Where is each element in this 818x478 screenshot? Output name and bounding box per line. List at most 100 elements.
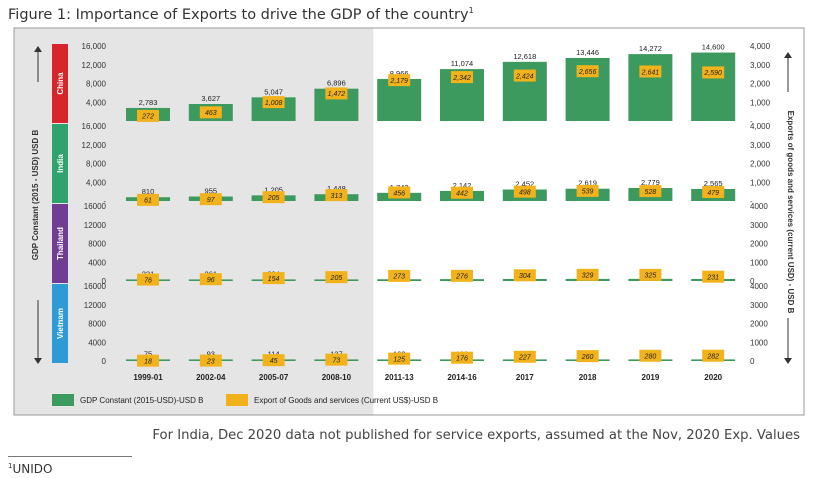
export-marker-vietnam-3 xyxy=(325,353,348,366)
export-label-china-4: 2,179 xyxy=(389,78,408,85)
export-label-china-1: 463 xyxy=(205,110,217,117)
right-tick-vietnam-3: 1000 xyxy=(750,338,768,347)
gdp-label-china-9: 14,600 xyxy=(702,43,725,52)
export-label-vietnam-4: 125 xyxy=(393,356,405,363)
left-tick-thailand-2: 8000 xyxy=(88,240,106,249)
right-tick-india-1: 3,000 xyxy=(750,141,771,150)
left-tick-india-1: 12,000 xyxy=(82,141,107,150)
footnote-text: UNIDO xyxy=(12,462,53,476)
legend-label-export: Export of Goods and services (Current US… xyxy=(254,396,438,405)
export-label-thailand-2: 154 xyxy=(268,276,280,283)
figure-title-superscript: 1 xyxy=(468,6,474,15)
gdp-label-india-8: 2,779 xyxy=(641,178,660,187)
category-label-0: 1999-01 xyxy=(133,373,163,382)
export-label-china-0: 272 xyxy=(141,114,154,121)
export-marker-china-1 xyxy=(199,106,222,119)
gdp-label-china-8: 14,272 xyxy=(639,44,662,53)
gdp-label-india-2: 1,205 xyxy=(264,185,283,194)
gdp-label-china-6: 12,618 xyxy=(513,52,536,61)
gdp-label-vietnam-0: 75 xyxy=(144,349,152,358)
export-label-china-9: 2,590 xyxy=(703,70,722,77)
left-tick-china-3: 4,000 xyxy=(86,98,107,107)
export-label-thailand-5: 276 xyxy=(455,274,468,281)
y-axis-left-arrow-head-bottom xyxy=(34,358,42,364)
gdp-label-india-5: 2,142 xyxy=(453,181,472,190)
export-label-india-3: 313 xyxy=(331,193,343,200)
gdp-label-india-0: 810 xyxy=(142,187,155,196)
right-tick-india-2: 2,000 xyxy=(750,160,771,169)
export-label-china-3: 1,472 xyxy=(328,91,346,98)
export-label-india-6: 498 xyxy=(519,189,531,196)
left-tick-india-4: - xyxy=(103,197,106,206)
export-label-india-9: 479 xyxy=(707,190,719,197)
left-tick-thailand-4: 0 xyxy=(102,277,107,286)
left-tick-india-3: 4,000 xyxy=(86,178,107,187)
export-label-india-4: 456 xyxy=(393,190,405,197)
export-label-vietnam-1: 23 xyxy=(206,358,215,365)
gdp-label-india-7: 2,619 xyxy=(578,179,597,188)
export-label-vietnam-2: 45 xyxy=(270,358,278,365)
left-tick-china-0: 16,000 xyxy=(82,42,107,51)
gdp-label-india-9: 2,565 xyxy=(704,179,723,188)
export-marker-india-3 xyxy=(325,189,348,202)
export-label-thailand-6: 304 xyxy=(519,273,531,280)
export-marker-india-4 xyxy=(388,186,411,199)
gdp-label-india-1: 955 xyxy=(205,187,218,196)
y-axis-left-arrow-head xyxy=(34,46,42,52)
gdp-label-china-0: 2,783 xyxy=(139,98,158,107)
export-marker-vietnam-0 xyxy=(137,354,159,367)
right-tick-thailand-3: 1000 xyxy=(750,258,768,267)
panel-label-vietnam: Vietnam xyxy=(56,308,65,339)
left-tick-india-2: 8,000 xyxy=(86,160,107,169)
right-tick-india-0: 4,000 xyxy=(750,122,771,131)
figure-title-text: Figure 1: Importance of Exports to drive… xyxy=(8,6,469,23)
right-tick-china-4: - xyxy=(750,117,753,126)
legend-swatch-export xyxy=(226,394,248,406)
left-tick-vietnam-3: 4000 xyxy=(88,338,106,347)
export-marker-china-9 xyxy=(702,66,725,79)
right-tick-vietnam-4: 0 xyxy=(750,357,755,366)
right-tick-china-3: 1,000 xyxy=(750,98,771,107)
right-tick-china-0: 4,000 xyxy=(750,42,771,51)
left-tick-thailand-0: 16000 xyxy=(84,202,107,211)
panel-label-india: India xyxy=(56,154,65,173)
export-label-china-7: 2,656 xyxy=(578,69,597,76)
export-label-india-0: 61 xyxy=(144,198,152,205)
gdp-label-vietnam-1: 93 xyxy=(207,349,215,358)
gdp-bar-china-8 xyxy=(628,54,673,121)
export-label-vietnam-7: 260 xyxy=(581,354,594,361)
right-tick-thailand-4: 0 xyxy=(750,277,755,286)
category-label-1: 2002-04 xyxy=(196,373,226,382)
export-label-vietnam-6: 227 xyxy=(518,355,532,362)
figure-title: Figure 1: Importance of Exports to drive… xyxy=(8,6,474,23)
export-label-thailand-7: 329 xyxy=(582,273,594,280)
right-tick-thailand-2: 2000 xyxy=(750,240,768,249)
gdp-label-china-4: 8,966 xyxy=(390,69,409,78)
footnote-marker: 1 xyxy=(8,462,13,470)
gdp-label-china-7: 13,446 xyxy=(576,48,599,57)
export-marker-india-8 xyxy=(639,185,662,198)
exports-gdp-chart: GDP Constant (2015 - USD) USD B Exports o… xyxy=(13,27,805,416)
export-label-vietnam-9: 282 xyxy=(706,354,719,361)
export-label-thailand-4: 273 xyxy=(392,274,405,281)
export-label-china-6: 2,424 xyxy=(515,73,534,80)
panel-strip-china xyxy=(52,44,68,123)
right-tick-china-1: 3,000 xyxy=(750,61,771,70)
left-tick-india-0: 16,000 xyxy=(82,122,107,131)
export-marker-china-6 xyxy=(513,69,536,82)
right-tick-vietnam-2: 2000 xyxy=(750,320,768,329)
category-label-6: 2017 xyxy=(516,373,534,382)
export-label-vietnam-3: 73 xyxy=(333,357,341,364)
left-tick-vietnam-4: 0 xyxy=(102,357,107,366)
export-label-thailand-8: 325 xyxy=(645,273,657,280)
export-label-china-2: 1,008 xyxy=(265,100,283,107)
footnote-divider xyxy=(8,456,132,457)
gdp-label-china-5: 11,074 xyxy=(451,59,473,68)
export-label-india-8: 528 xyxy=(645,189,657,196)
footnote: 1UNIDO xyxy=(8,462,52,476)
export-marker-vietnam-4 xyxy=(388,352,411,365)
export-label-china-5: 2,342 xyxy=(452,75,471,82)
export-marker-china-3 xyxy=(325,87,348,100)
chart-note: For India, Dec 2020 data not published f… xyxy=(152,428,800,443)
export-label-india-7: 539 xyxy=(582,189,594,196)
